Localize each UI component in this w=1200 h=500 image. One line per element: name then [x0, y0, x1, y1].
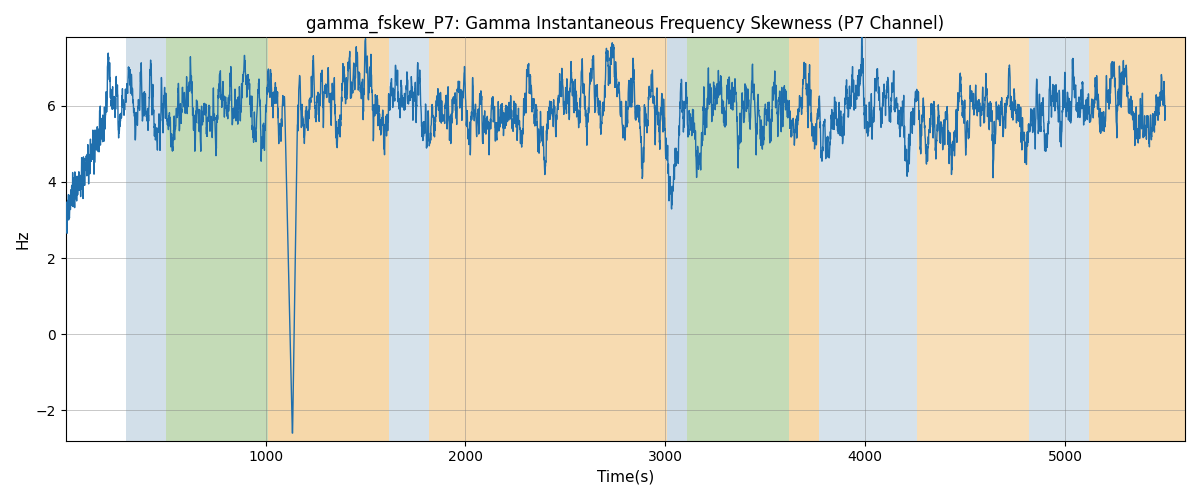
Bar: [688, 38, 790, 440]
Bar: [667, 38, 688, 440]
Bar: [790, 38, 820, 440]
Y-axis label: Hz: Hz: [16, 230, 30, 249]
Bar: [1030, 38, 1090, 440]
Title: gamma_fskew_P7: Gamma Instantaneous Frequency Skewness (P7 Channel): gamma_fskew_P7: Gamma Instantaneous Freq…: [306, 15, 944, 34]
Bar: [126, 38, 166, 440]
X-axis label: Time(s): Time(s): [596, 470, 654, 485]
Bar: [820, 38, 917, 440]
Bar: [430, 38, 667, 440]
Bar: [917, 38, 1030, 440]
Bar: [390, 38, 430, 440]
Bar: [166, 38, 268, 440]
Bar: [268, 38, 390, 440]
Bar: [1090, 38, 1184, 440]
